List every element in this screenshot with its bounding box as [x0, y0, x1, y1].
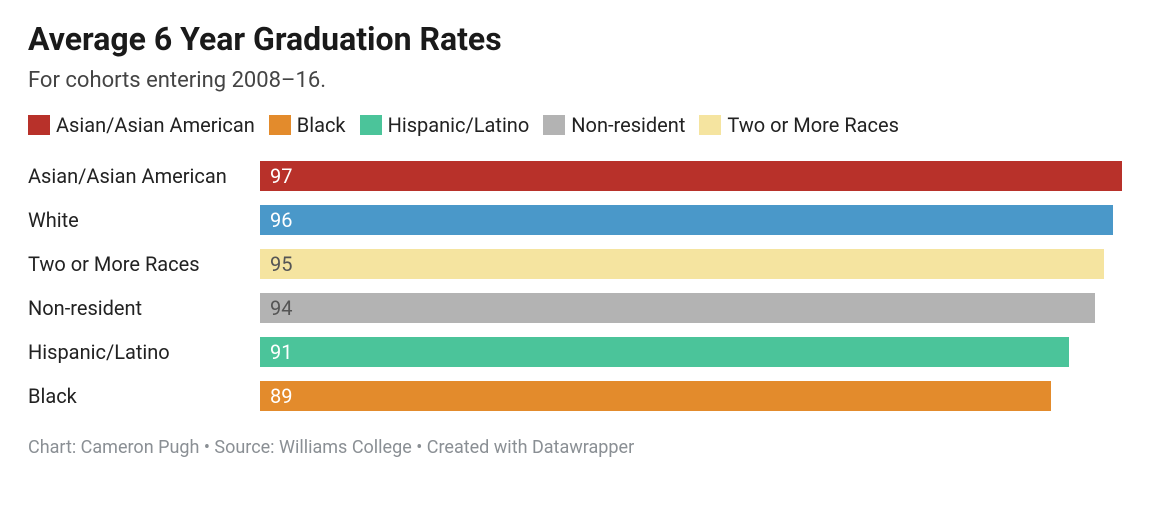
legend: Asian/Asian American Black Hispanic/Latino…	[28, 113, 1122, 137]
bar-value: 89	[270, 384, 292, 408]
legend-swatch	[269, 115, 291, 135]
bar-label: Black	[28, 384, 260, 408]
bar-value: 95	[270, 252, 292, 276]
bar-track: 91	[260, 337, 1122, 367]
bar-label: Two or More Races	[28, 252, 260, 276]
legend-swatch	[360, 115, 382, 135]
bar: 95	[260, 249, 1104, 279]
legend-item: Non-resident	[543, 113, 685, 137]
bar-row: Non-resident 94	[28, 293, 1122, 323]
legend-label: Black	[297, 113, 346, 137]
legend-label: Two or More Races	[727, 113, 899, 137]
bar-row: Hispanic/Latino 91	[28, 337, 1122, 367]
bar-value: 96	[270, 208, 292, 232]
bar-value: 97	[270, 164, 292, 188]
bar-track: 94	[260, 293, 1122, 323]
bar-row: Asian/Asian American 97	[28, 161, 1122, 191]
legend-item: Black	[269, 113, 346, 137]
bar-track: 89	[260, 381, 1122, 411]
legend-swatch	[543, 115, 565, 135]
legend-item: Two or More Races	[699, 113, 899, 137]
legend-label: Non-resident	[571, 113, 685, 137]
bar-value: 91	[270, 340, 292, 364]
bar: 96	[260, 205, 1113, 235]
chart-title: Average 6 Year Graduation Rates	[28, 20, 1122, 58]
bar-value: 94	[270, 296, 292, 320]
bar: 89	[260, 381, 1051, 411]
bar-label: Hispanic/Latino	[28, 340, 260, 364]
legend-swatch	[699, 115, 721, 135]
legend-label: Asian/Asian American	[56, 113, 255, 137]
legend-item: Hispanic/Latino	[360, 113, 530, 137]
bar-label: White	[28, 208, 260, 232]
bar-chart: Asian/Asian American 97 White 96 Two or More…	[28, 161, 1122, 411]
bar-label: Non-resident	[28, 296, 260, 320]
bar-track: 95	[260, 249, 1122, 279]
bar-label: Asian/Asian American	[28, 164, 260, 188]
bar-row: Black 89	[28, 381, 1122, 411]
chart-footer: Chart: Cameron Pugh • Source: Williams C…	[28, 437, 1122, 458]
bar: 97	[260, 161, 1122, 191]
bar-row: Two or More Races 95	[28, 249, 1122, 279]
bar: 91	[260, 337, 1069, 367]
bar-track: 97	[260, 161, 1122, 191]
legend-swatch	[28, 115, 50, 135]
legend-item: Asian/Asian American	[28, 113, 255, 137]
bar: 94	[260, 293, 1095, 323]
bar-row: White 96	[28, 205, 1122, 235]
bar-track: 96	[260, 205, 1122, 235]
chart-subtitle: For cohorts entering 2008–16.	[28, 68, 1122, 93]
legend-label: Hispanic/Latino	[388, 113, 530, 137]
